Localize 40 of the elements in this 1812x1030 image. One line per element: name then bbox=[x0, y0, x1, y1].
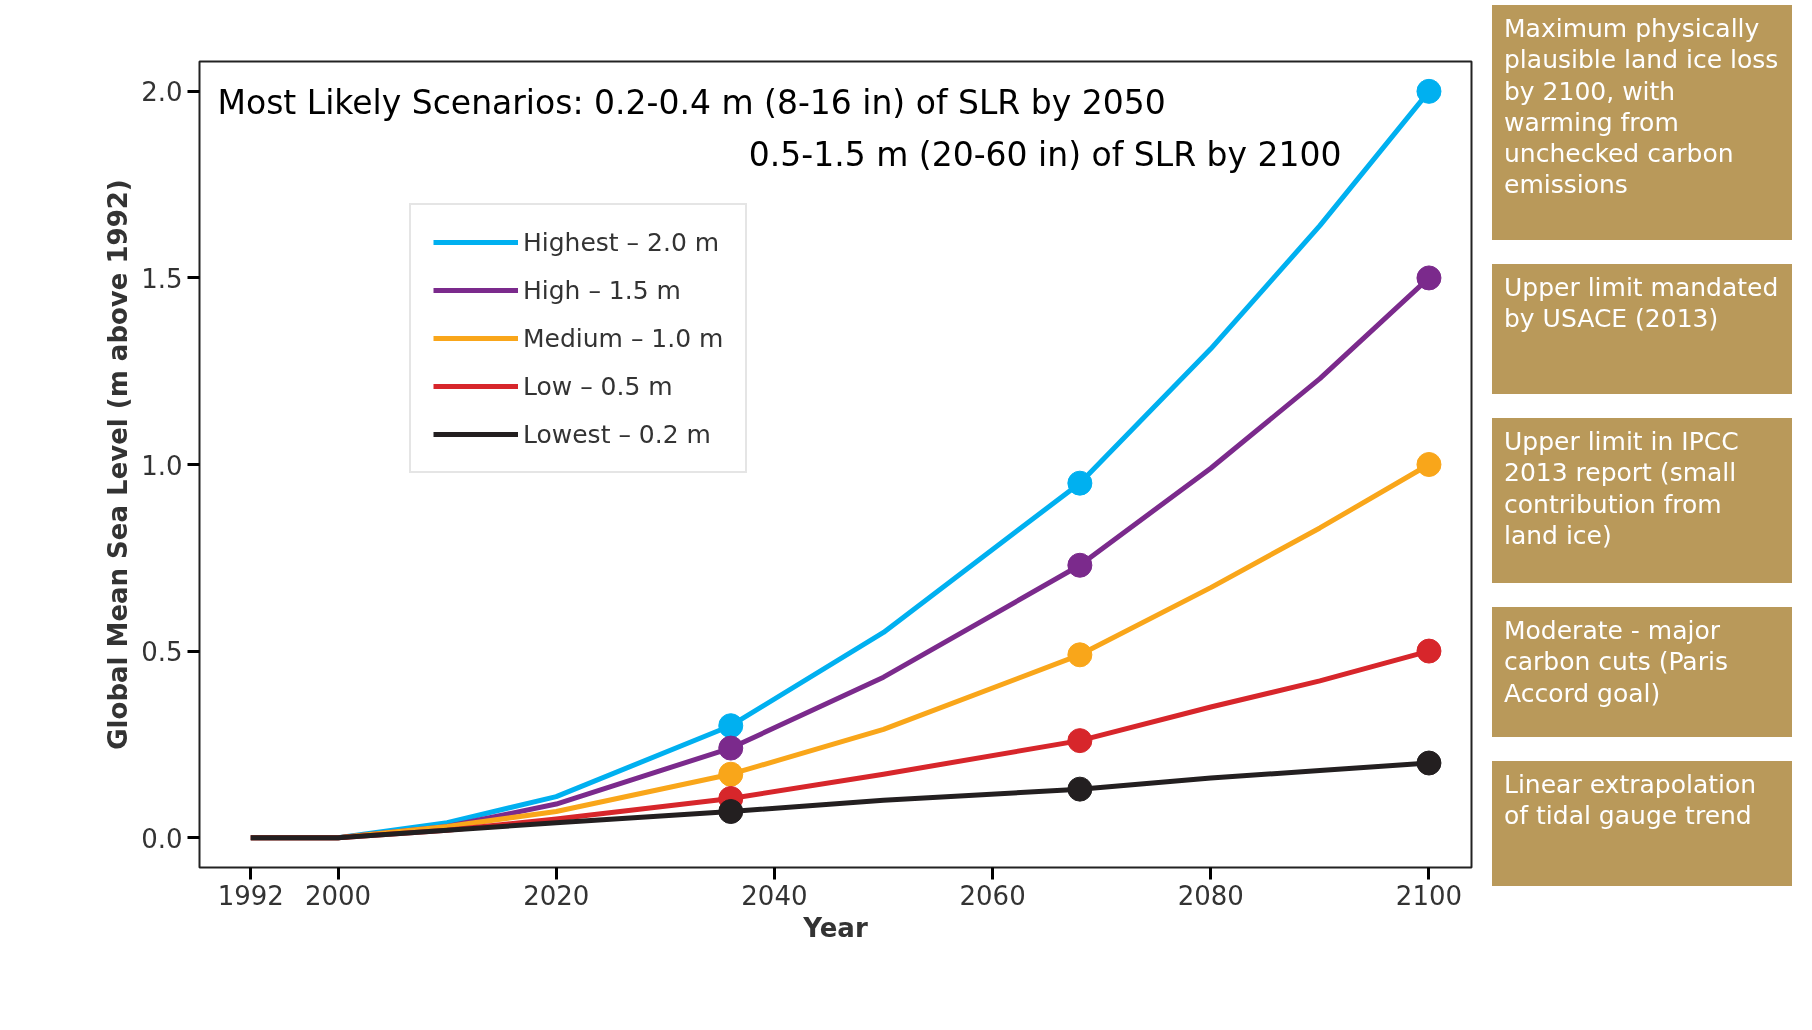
y-axis-title: Global Mean Sea Level (m above 1992) bbox=[103, 179, 134, 750]
point bbox=[1067, 552, 1093, 578]
x-tick-label: 2100 bbox=[1395, 880, 1463, 911]
y-tick-label: 1.0 bbox=[141, 450, 183, 481]
legend-label: Medium – 1.0 m bbox=[523, 323, 724, 353]
text: Most Likely Scenarios: 0.2-0.4 m (8-16 in) of SLR by 2050 bbox=[217, 82, 1166, 122]
y-tick-label: 2.0 bbox=[141, 77, 183, 108]
point bbox=[1416, 638, 1442, 664]
x-axis-title: Year bbox=[802, 912, 868, 943]
legend-label: Lowest – 0.2 m bbox=[523, 419, 711, 449]
text: Moderate - major carbon cuts (Paris Accord goal) bbox=[1504, 615, 1729, 709]
point bbox=[718, 713, 744, 739]
text: Maximum physically plausible land ice loss by 2100, with warming from unchecked carbon emissions bbox=[1504, 13, 1780, 201]
point bbox=[718, 761, 744, 787]
x-tick-label: 2080 bbox=[1177, 880, 1244, 911]
y-tick-label: 0.0 bbox=[141, 823, 183, 854]
text: Linear extrapolation of tidal gauge trend bbox=[1504, 769, 1758, 832]
text: Upper limit mandated by USACE (2013) bbox=[1504, 272, 1780, 335]
point bbox=[718, 799, 744, 824]
point bbox=[1067, 470, 1093, 496]
x-tick-label: 2000 bbox=[304, 880, 372, 911]
x-tick-label: 2060 bbox=[959, 880, 1026, 911]
y-tick-label: 0.5 bbox=[141, 637, 183, 668]
point bbox=[1416, 452, 1442, 477]
point bbox=[1416, 750, 1442, 776]
x-tick-label: 1992 bbox=[217, 880, 284, 911]
point bbox=[1067, 728, 1093, 754]
text: 0.5-1.5 m (20-60 in) of SLR by 2100 bbox=[748, 134, 1342, 174]
point bbox=[1416, 78, 1442, 104]
text: Upper limit in IPCC 2013 report (small contribution from land ice) bbox=[1504, 426, 1740, 551]
y-tick-label: 1.5 bbox=[141, 263, 183, 294]
point bbox=[1416, 265, 1442, 291]
point bbox=[1067, 642, 1093, 668]
point bbox=[1067, 776, 1093, 802]
point bbox=[718, 735, 744, 761]
legend-label: High – 1.5 m bbox=[523, 275, 681, 305]
x-tick-label: 2040 bbox=[741, 880, 808, 911]
legend-label: Highest – 2.0 m bbox=[523, 227, 720, 257]
legend-label: Low – 0.5 m bbox=[523, 371, 673, 401]
x-tick-label: 2020 bbox=[523, 880, 590, 911]
